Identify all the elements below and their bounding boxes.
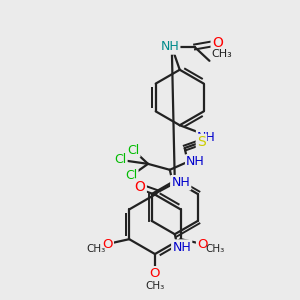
Text: Cl: Cl [114,153,126,167]
Text: O: O [197,238,208,250]
Text: NH: NH [171,176,190,189]
Text: O: O [135,180,146,194]
Text: NH: NH [160,40,179,53]
Text: CH₃: CH₃ [86,244,105,254]
Text: S: S [197,135,206,149]
Text: O: O [102,238,113,250]
Text: O: O [212,36,223,50]
Text: O: O [150,267,160,280]
Text: NH: NH [172,241,191,254]
Text: CH₃: CH₃ [212,49,232,59]
Text: CH₃: CH₃ [145,281,165,291]
Text: NH: NH [186,155,205,168]
Text: NH: NH [197,130,216,144]
Text: Cl: Cl [125,169,137,182]
Text: CH₃: CH₃ [206,244,225,254]
Text: Cl: Cl [127,143,139,157]
